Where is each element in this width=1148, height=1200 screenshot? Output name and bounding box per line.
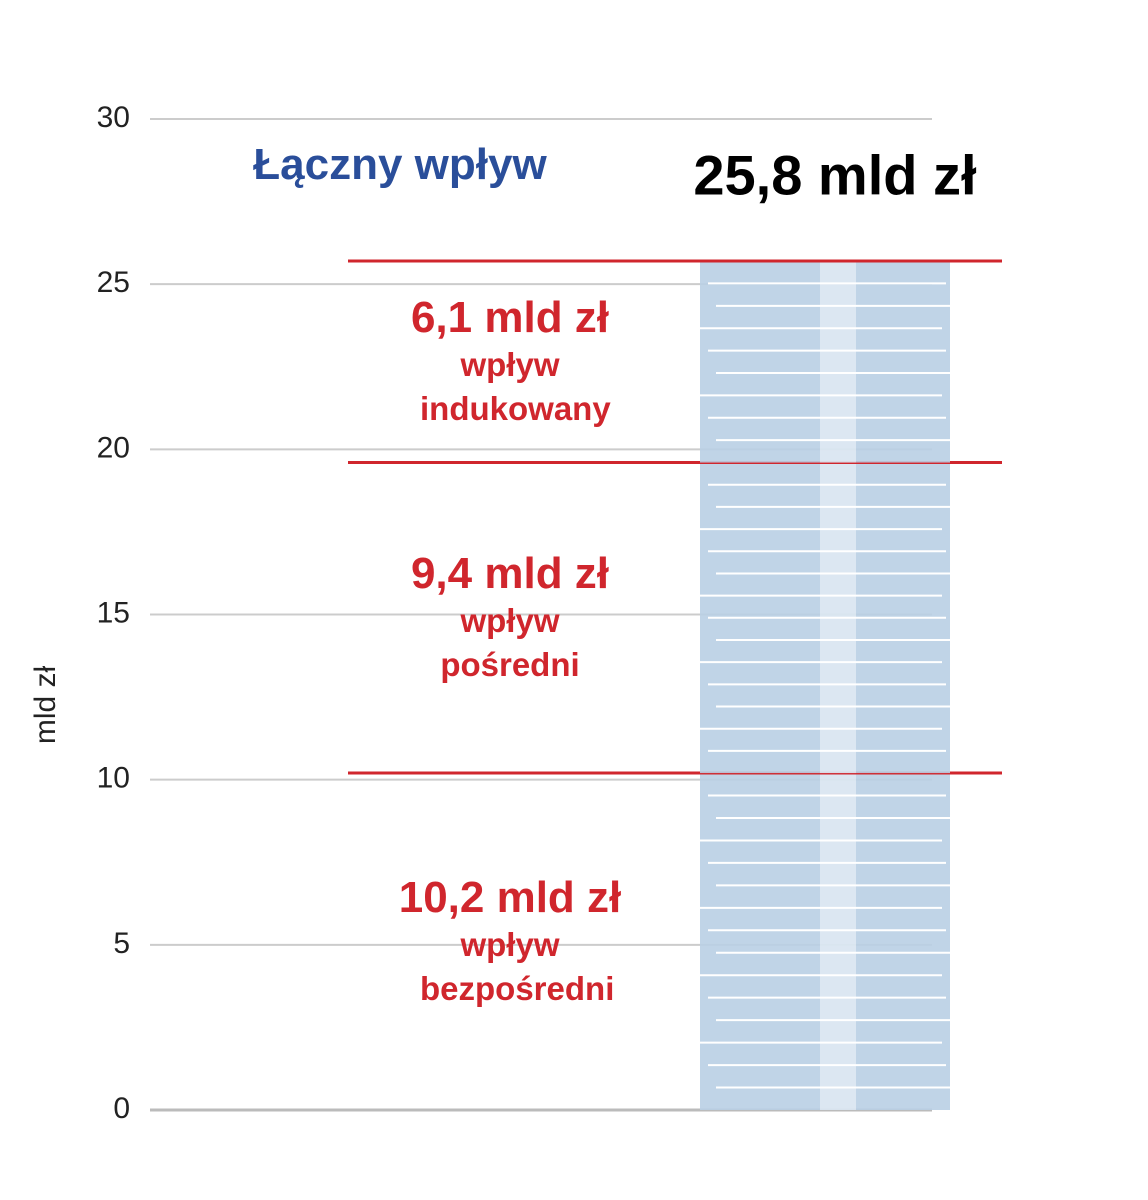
chart-title: Łączny wpływ xyxy=(253,140,547,189)
segment-label: 10,2 mld zł wpływ bezpośredni xyxy=(350,873,670,1011)
money-stack xyxy=(700,773,950,1110)
y-tick-label: 5 xyxy=(113,927,130,960)
bar-segment xyxy=(700,773,950,1110)
segment-name: wpływ indukowany xyxy=(420,345,611,427)
segment-label: 6,1 mld zł wpływ indukowany xyxy=(350,293,670,431)
data-label: 6,1 mld zł xyxy=(410,292,610,342)
data-label: 9,4 mld zł xyxy=(410,548,610,598)
y-axis-label: mld zł xyxy=(29,665,62,744)
y-tick-label: 15 xyxy=(97,596,130,629)
segment-name: wpływ bezpośredni xyxy=(420,925,615,1007)
total-label: 25,8 mld zł xyxy=(693,143,977,207)
bar-segment xyxy=(700,261,950,463)
bundle-band xyxy=(820,261,856,463)
y-tick-label: 30 xyxy=(97,101,130,134)
y-tick-label: 25 xyxy=(97,266,130,299)
bundle-band xyxy=(820,773,856,1110)
money-stack xyxy=(700,261,950,463)
y-tick-label: 10 xyxy=(97,762,130,795)
segment-label: 9,4 mld zł wpływ pośredni xyxy=(350,549,670,687)
y-tick-label: 0 xyxy=(113,1092,130,1125)
segment-name: wpływ pośredni xyxy=(440,601,580,683)
data-label: 10,2 mld zł xyxy=(398,872,622,922)
money-stack xyxy=(700,462,950,774)
y-tick-label: 20 xyxy=(97,431,130,464)
bundle-band xyxy=(820,462,856,774)
